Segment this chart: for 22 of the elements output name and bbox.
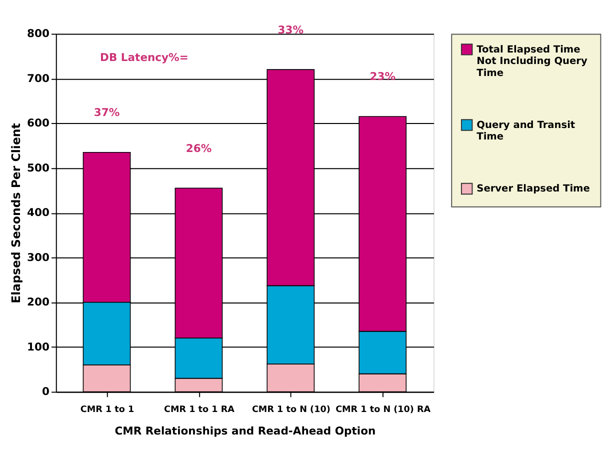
x-tick-label: CMR 1 to N (10) RA xyxy=(336,404,431,415)
x-tick-label: CMR 1 to N (10) xyxy=(252,404,330,415)
y-tick-label: 200 xyxy=(27,296,50,309)
legend-label: Total Elapsed Time Not Including Query Time xyxy=(476,44,588,79)
y-tick-label: 800 xyxy=(27,27,50,40)
annotation: 33% xyxy=(278,23,304,36)
y-tick-label: 500 xyxy=(27,161,50,174)
x-axis-title: CMR Relationships and Read-Ahead Option xyxy=(114,424,376,438)
y-tick-label: 0 xyxy=(42,385,50,398)
x-tick-label: CMR 1 to 1 RA xyxy=(164,404,235,415)
y-tick-label: 400 xyxy=(27,206,50,220)
legend-label: Query and Transit Time xyxy=(476,120,576,143)
x-tick-label: CMR 1 to 1 xyxy=(80,404,134,415)
y-tick-label: 600 xyxy=(27,116,50,130)
y-tick-label: 700 xyxy=(27,72,50,85)
annotation: 37% xyxy=(94,106,120,120)
annotation: DB Latency%= xyxy=(100,51,188,64)
y-tick-label: 300 xyxy=(27,250,50,264)
y-axis-title: Elapsed Seconds Per Client xyxy=(9,122,24,304)
y-tick-label: 100 xyxy=(27,340,50,354)
legend-label: Server Elapsed Time xyxy=(476,184,590,195)
annotation: 26% xyxy=(186,142,212,155)
